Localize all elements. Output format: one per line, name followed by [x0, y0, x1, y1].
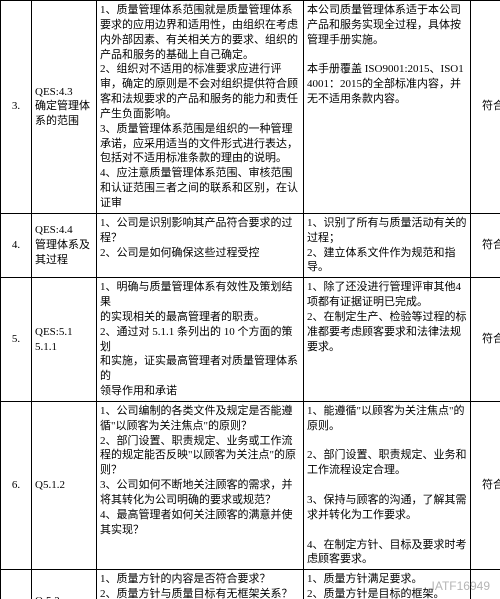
table-row: 7.Q:5.2ES:5.21、质量方针的内容是否符合要求？2、质量方针与质量目标… — [1, 570, 500, 599]
table-row: 3.QES:4.3确定管理体系的范围1、质量管理体系范围就是质量管理体系要求的应… — [1, 1, 500, 214]
clause-ref: Q:5.2ES:5.2 — [32, 570, 97, 599]
question-cell: 1、质量管理体系范围就是质量管理体系要求的应用边界和适用性，由组织在考虑内外部因… — [97, 1, 304, 214]
question-cell: 1、质量方针的内容是否符合要求？2、质量方针与质量目标有无框架关系？3、公司如何… — [97, 570, 304, 599]
answer-cell: 本公司质量管理体系适于本公司产品和服务实现全过程，具体按管理手册实施。本手册覆盖… — [304, 1, 471, 214]
audit-table: 3.QES:4.3确定管理体系的范围1、质量管理体系范围就是质量管理体系要求的应… — [0, 0, 500, 599]
result-cell: 符合 — [471, 1, 500, 214]
answer-cell: 1、能遵循"以顾客为关注焦点"的原则。2、部门设置、职责规定、业务和工作流程设定… — [304, 401, 471, 569]
row-number: 5. — [1, 278, 32, 402]
result-cell: 符合 — [471, 570, 500, 599]
result-cell: 符合 — [471, 401, 500, 569]
table-row: 6.Q5.1.21、公司编制的各类文件及规定是否能遵循"以顾客为关注焦点"的原则… — [1, 401, 500, 569]
result-cell: 符合 — [471, 213, 500, 277]
answer-cell: 1、除了还没进行管理评审其他4项都有证据证明已完成。2、在制定生产、检验等过程的… — [304, 278, 471, 402]
question-cell: 1、公司是识别影响其产品符合要求的过程？2、公司是如何确保这些过程受控 — [97, 213, 304, 277]
table-row: 4.QES:4.4管理体系及其过程1、公司是识别影响其产品符合要求的过程？2、公… — [1, 213, 500, 277]
table-row: 5.QES:5.15.1.11、明确与质量管理体系有效性及策划结果的实现相关的最… — [1, 278, 500, 402]
question-cell: 1、明确与质量管理体系有效性及策划结果的实现相关的最高管理者的职责。2、通过对 … — [97, 278, 304, 402]
clause-ref: QES:4.3确定管理体系的范围 — [32, 1, 97, 214]
answer-cell: 1、质量方针满足要求。2、质量方针是目标的框架。3、公司通过文件、会议、公告等形… — [304, 570, 471, 599]
row-number: 6. — [1, 401, 32, 569]
clause-ref: QES:5.15.1.1 — [32, 278, 97, 402]
row-number: 4. — [1, 213, 32, 277]
clause-ref: QES:4.4管理体系及其过程 — [32, 213, 97, 277]
result-cell: 符合 — [471, 278, 500, 402]
row-number: 7. — [1, 570, 32, 599]
clause-ref: Q5.1.2 — [32, 401, 97, 569]
row-number: 3. — [1, 1, 32, 214]
answer-cell: 1、识别了所有与质量活动有关的过程；2、建立体系文件作为规范和指导。 — [304, 213, 471, 277]
question-cell: 1、公司编制的各类文件及规定是否能遵循"以顾客为关注焦点"的原则？2、部门设置、… — [97, 401, 304, 569]
